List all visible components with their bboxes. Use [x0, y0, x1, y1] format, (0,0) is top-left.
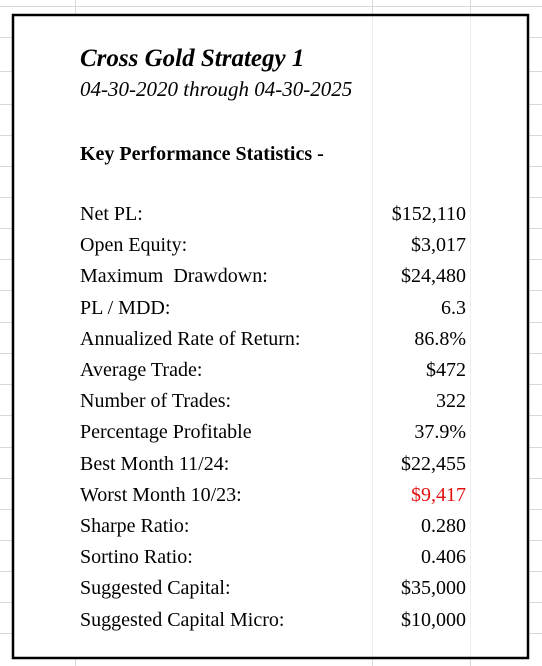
- stat-value: 6.3: [441, 296, 466, 319]
- stat-label: Maximum Drawdown:: [80, 265, 268, 288]
- stat-value: $10,000: [401, 608, 466, 631]
- stat-value: 0.280: [421, 515, 466, 537]
- stat-label: PL / MDD:: [80, 296, 171, 319]
- stat-label: Net PL:: [80, 203, 143, 225]
- stat-label: Best Month 11/24:: [80, 452, 230, 475]
- block-border: [11, 13, 530, 660]
- stat-label: Open Equity:: [80, 234, 188, 257]
- stat-value: 0.406: [421, 546, 466, 569]
- section-heading: Key Performance Statistics -: [80, 143, 324, 165]
- stat-label: Sortino Ratio:: [80, 546, 193, 569]
- stat-label: Worst Month 10/23:: [80, 483, 242, 506]
- stat-label: Annualized Rate of Return:: [80, 327, 301, 350]
- stat-value: $24,480: [401, 265, 466, 288]
- stat-label: Sharpe Ratio:: [80, 515, 190, 537]
- inner-grid-lines: [372, 15, 471, 658]
- stat-value: $22,455: [401, 452, 466, 475]
- stat-label: Percentage Profitable: [80, 421, 252, 444]
- stat-value: 86.8%: [414, 327, 466, 350]
- stat-value: $472: [426, 359, 466, 381]
- stat-value: 37.9%: [414, 421, 466, 444]
- stat-value: $152,110: [391, 203, 466, 225]
- stat-label: Suggested Capital Micro:: [80, 608, 285, 631]
- stat-value: $9,417: [411, 483, 466, 506]
- stat-value: 322: [436, 390, 466, 413]
- stat-value: $35,000: [401, 577, 466, 600]
- block-fill: [13, 15, 528, 658]
- stat-label: Suggested Capital:: [80, 577, 231, 600]
- stat-value: $3,017: [411, 234, 466, 257]
- stat-label: Average Trade:: [80, 359, 203, 381]
- title: Cross Gold Strategy 1: [80, 45, 305, 72]
- stat-label: Number of Trades:: [80, 390, 232, 413]
- subtitle: 04-30-2020 through 04-30-2025: [80, 77, 353, 101]
